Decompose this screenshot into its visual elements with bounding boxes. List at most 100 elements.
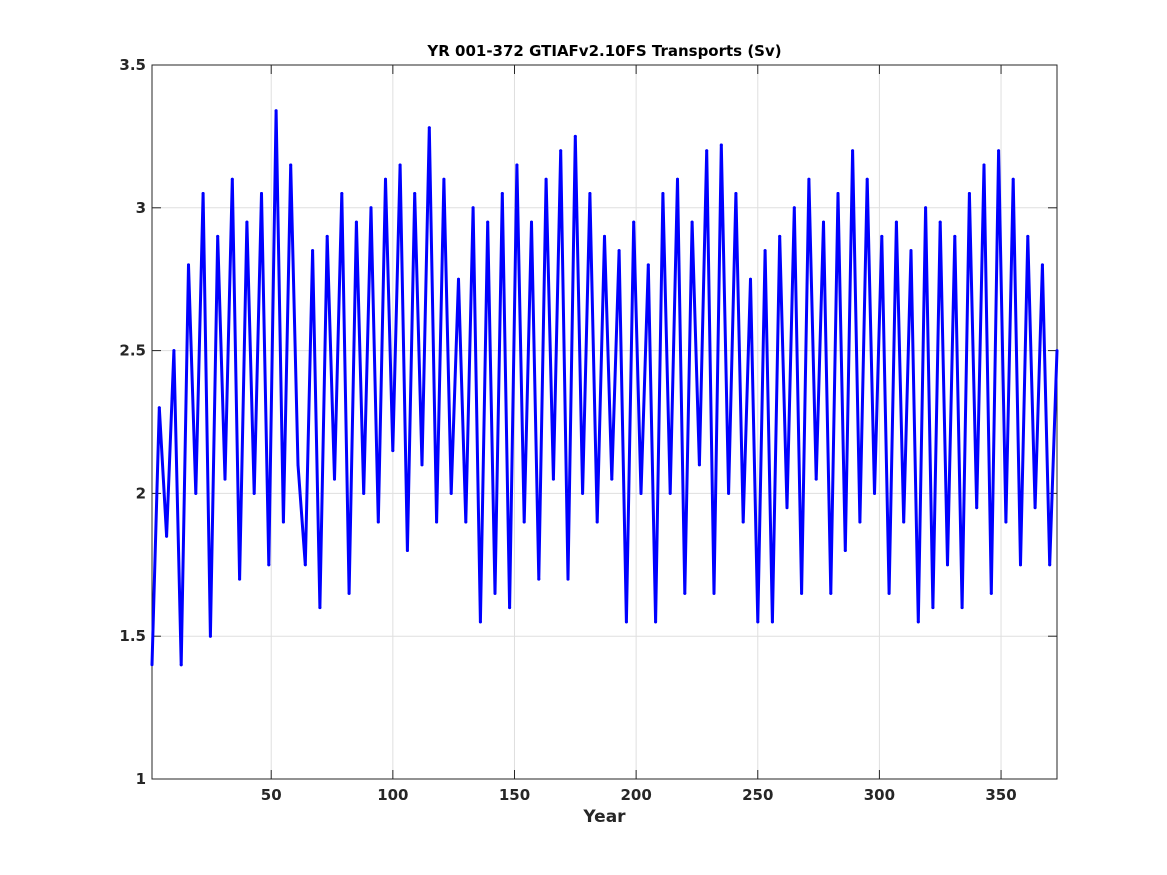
data-point	[741, 520, 745, 524]
x-tick-label: 100	[377, 786, 408, 804]
data-point	[311, 249, 315, 253]
data-point	[953, 234, 957, 238]
data-point	[427, 126, 431, 130]
data-point	[690, 220, 694, 224]
data-point	[843, 549, 847, 552]
data-point	[537, 577, 541, 581]
data-point	[435, 520, 439, 524]
data-point	[603, 234, 606, 238]
data-point	[551, 477, 555, 481]
data-point	[267, 563, 271, 567]
data-point	[223, 477, 227, 481]
data-point	[1019, 563, 1022, 567]
data-point	[639, 491, 643, 495]
data-point	[712, 591, 716, 595]
data-point	[982, 163, 986, 167]
data-point	[508, 606, 512, 610]
y-tick-label: 1	[136, 770, 146, 788]
data-point	[201, 192, 205, 195]
data-point	[245, 220, 249, 224]
data-point	[946, 563, 949, 567]
x-tick-label: 150	[499, 786, 530, 804]
data-point	[303, 563, 307, 567]
data-point	[405, 549, 409, 552]
data-point	[873, 491, 876, 495]
y-tick-label: 3	[136, 199, 146, 217]
data-point	[610, 477, 614, 481]
data-point	[478, 620, 482, 624]
data-point	[865, 177, 869, 181]
data-point	[880, 234, 884, 238]
ticks: 50 100 150 200 250 300 350 1 1.5 2 2.5 3 3.5	[119, 56, 1057, 804]
data-point	[785, 506, 789, 510]
data-point	[887, 591, 891, 595]
data-point	[1048, 563, 1052, 567]
data-point	[938, 220, 942, 224]
data-point	[325, 234, 329, 238]
data-point	[252, 491, 256, 495]
data-point	[792, 206, 796, 210]
x-tick-label: 200	[620, 786, 651, 804]
data-point	[836, 192, 840, 195]
data-point	[471, 206, 475, 210]
data-point	[179, 663, 183, 667]
data-point	[157, 406, 161, 410]
x-tick-label: 50	[261, 786, 282, 804]
data-point	[384, 177, 387, 181]
data-point	[391, 449, 395, 453]
data-point	[500, 192, 504, 195]
data-point	[807, 177, 811, 181]
data-point	[800, 591, 804, 595]
data-point	[989, 591, 993, 595]
data-point	[727, 491, 731, 495]
x-tick-label: 350	[985, 786, 1016, 804]
data-point	[858, 520, 862, 524]
data-point	[683, 591, 687, 595]
data-point	[238, 577, 242, 581]
data-point	[194, 491, 198, 495]
data-point	[829, 591, 833, 595]
data-point	[1011, 177, 1015, 181]
data-point	[187, 263, 190, 267]
data-point	[654, 620, 658, 624]
x-axis-title: Year	[582, 807, 626, 827]
data-point	[420, 463, 424, 467]
data-point	[924, 206, 928, 210]
data-point	[997, 149, 1001, 153]
data-point	[588, 192, 592, 195]
data-point	[661, 192, 665, 195]
data-point	[1033, 506, 1037, 510]
data-point	[566, 577, 570, 581]
data-point	[493, 591, 497, 595]
x-tick-label: 300	[864, 786, 895, 804]
data-point	[1040, 263, 1044, 267]
data-point	[909, 249, 913, 253]
data-point	[530, 220, 533, 224]
data-point	[624, 620, 628, 624]
data-point	[573, 134, 577, 138]
data-point	[763, 249, 767, 253]
y-tick-label: 2.5	[119, 342, 146, 360]
data-point	[318, 606, 322, 610]
data-point	[595, 520, 599, 524]
data-point	[668, 491, 672, 495]
data-point	[705, 149, 709, 153]
data-point	[1026, 234, 1030, 238]
data-point	[851, 149, 855, 153]
data-point	[719, 143, 723, 147]
data-point	[289, 163, 293, 167]
data-point	[369, 206, 373, 210]
data-point	[894, 220, 898, 224]
data-point	[916, 620, 920, 624]
data-point	[522, 520, 526, 524]
data-point	[617, 249, 621, 253]
series-layer	[150, 109, 1059, 667]
data-point	[260, 192, 263, 195]
data-point	[778, 234, 782, 238]
data-point	[457, 277, 460, 281]
data-point	[354, 220, 358, 224]
data-point	[814, 477, 818, 481]
plot-area-border	[151, 64, 1058, 780]
data-point	[770, 620, 774, 624]
